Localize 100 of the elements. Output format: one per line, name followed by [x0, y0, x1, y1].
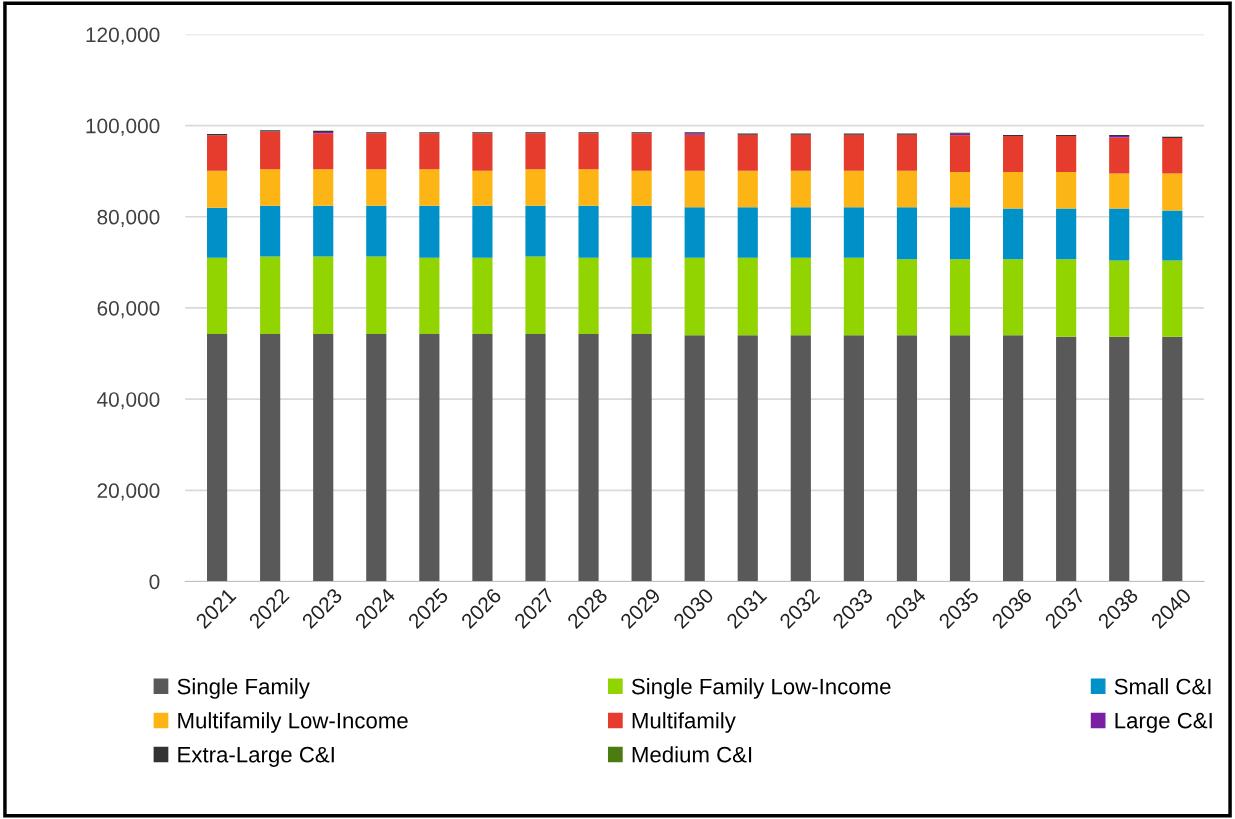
bar	[843, 335, 864, 582]
bar	[366, 256, 387, 334]
bar	[843, 257, 864, 336]
legend-label: Medium C&I	[632, 746, 752, 763]
bar	[472, 257, 493, 334]
y-tick-label: 100,000	[86, 118, 160, 136]
bar	[525, 333, 546, 582]
bar	[419, 205, 440, 258]
bar	[843, 170, 864, 208]
y-tick-label: 120,000	[86, 27, 160, 45]
bar	[419, 169, 440, 206]
bar	[631, 333, 652, 582]
bar	[896, 170, 918, 208]
bar	[207, 170, 228, 208]
bar	[1162, 137, 1183, 174]
bar	[896, 259, 918, 336]
legend-label: Large C&I	[1115, 712, 1212, 733]
bar	[896, 335, 918, 582]
bar	[578, 169, 599, 206]
bar	[1003, 172, 1024, 209]
bar	[949, 207, 971, 260]
bar	[260, 205, 281, 257]
bar	[578, 257, 599, 334]
legend-label: Extra-Large C&I	[178, 746, 334, 767]
bar	[790, 207, 811, 258]
bar	[207, 333, 228, 582]
bar	[260, 256, 281, 334]
bar	[790, 134, 811, 171]
bar	[472, 133, 493, 171]
bar	[737, 335, 758, 582]
bar	[1109, 336, 1130, 582]
bar	[631, 205, 652, 258]
bar	[578, 133, 599, 170]
bar	[313, 256, 334, 334]
bar	[631, 170, 652, 206]
bar	[313, 333, 334, 582]
bar	[366, 333, 387, 582]
bar	[525, 256, 546, 334]
bar	[260, 131, 281, 170]
bar	[419, 257, 440, 334]
bar	[684, 335, 705, 582]
bar	[313, 205, 334, 257]
bar	[1056, 259, 1077, 337]
bar	[366, 133, 387, 170]
bar	[313, 169, 334, 206]
bar	[843, 207, 864, 258]
bar	[737, 134, 758, 171]
bar	[684, 207, 705, 258]
legend-label: Single Family	[177, 678, 310, 699]
bar	[525, 169, 546, 206]
bar	[684, 257, 705, 336]
bar	[1162, 336, 1183, 582]
bar	[207, 135, 228, 171]
bar	[949, 172, 971, 208]
bar	[949, 135, 971, 173]
bar	[790, 257, 811, 336]
bar	[578, 333, 599, 582]
bar	[1162, 210, 1183, 261]
bar	[472, 170, 493, 206]
bar	[1056, 336, 1077, 582]
bar	[260, 333, 281, 582]
bar	[631, 133, 652, 171]
bar	[1056, 172, 1077, 209]
bar	[207, 207, 228, 258]
y-tick-label: 40,000	[97, 392, 160, 410]
bar	[1162, 173, 1183, 211]
bar	[896, 134, 918, 171]
bar	[313, 133, 334, 170]
bar	[1003, 136, 1024, 173]
bar	[419, 333, 440, 582]
bar	[949, 259, 971, 336]
bar	[790, 170, 811, 208]
bar	[631, 257, 652, 334]
bar	[1003, 259, 1024, 336]
y-tick-label: 80,000	[97, 209, 160, 227]
bar	[1109, 137, 1130, 174]
bar	[472, 205, 493, 258]
bar	[578, 205, 599, 258]
y-tick-label: 20,000	[97, 483, 160, 501]
y-tick-label: 0	[149, 574, 160, 590]
bar	[207, 257, 228, 334]
bar	[1056, 208, 1077, 260]
bar	[737, 170, 758, 208]
bar	[1109, 173, 1130, 209]
legend-label: Small C&I	[1114, 678, 1211, 695]
bar	[1056, 136, 1077, 173]
legend-label: Multifamily	[632, 712, 736, 733]
bar	[737, 257, 758, 336]
bar	[1003, 208, 1024, 260]
bar	[737, 207, 758, 258]
bar	[684, 134, 705, 171]
bar	[843, 134, 864, 171]
bar	[790, 335, 811, 582]
legend-label: Single Family Low-Income	[631, 678, 891, 699]
bar	[525, 205, 546, 257]
bar	[1162, 260, 1183, 337]
y-tick-label: 60,000	[97, 300, 160, 319]
bar	[684, 170, 705, 208]
bar	[1109, 208, 1130, 261]
bar	[1003, 335, 1024, 582]
